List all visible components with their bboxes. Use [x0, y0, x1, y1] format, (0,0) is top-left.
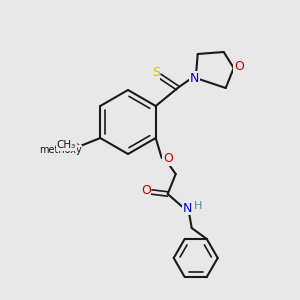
Text: N: N [183, 202, 192, 214]
Text: H: H [194, 201, 202, 211]
Text: O: O [141, 184, 151, 196]
Text: O: O [70, 142, 80, 154]
Text: O: O [163, 152, 173, 166]
Text: O: O [234, 59, 244, 73]
Text: methoxy: methoxy [58, 148, 64, 149]
Text: N: N [190, 71, 200, 85]
Text: CH₃: CH₃ [57, 140, 76, 150]
Text: S: S [152, 67, 160, 80]
Text: methoxy: methoxy [39, 145, 82, 155]
